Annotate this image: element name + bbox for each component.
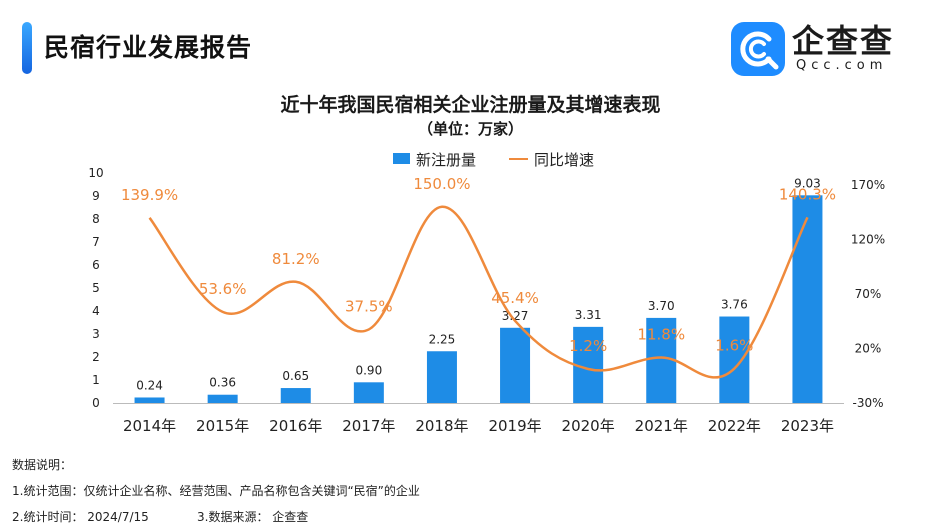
page-title: 民宿行业发展报告	[44, 33, 253, 62]
bar	[353, 382, 384, 403]
growth-line	[148, 205, 809, 379]
growth-value-label: 45.4%	[491, 289, 539, 307]
chart-subtitle: （单位：万家）	[417, 120, 523, 138]
x-axis-tick: 2019年	[488, 417, 541, 435]
x-axis-tick: 2014年	[123, 417, 176, 435]
x-axis-tick: 2023年	[781, 417, 834, 435]
growth-value-label: 53.6%	[199, 280, 247, 298]
bar-value-label: 3.70	[648, 299, 675, 313]
bar	[500, 327, 531, 403]
left-axis-tick: 4	[92, 304, 100, 318]
x-axis-tick: 2020年	[562, 417, 615, 435]
growth-value-label: 140.3%	[779, 185, 836, 203]
bar	[719, 316, 750, 403]
data-notes: 数据说明： 1.统计范围：仅统计企业名称、经营范围、产品名称包含关键词“民宿”的…	[12, 452, 420, 530]
legend-line-label: 同比增速	[534, 151, 595, 169]
legend-line-swatch	[509, 158, 528, 160]
growth-value-label: 81.2%	[272, 250, 320, 268]
bar-value-label: 2.25	[429, 332, 456, 346]
right-axis-tick: 20%	[855, 342, 882, 356]
bar	[792, 195, 823, 403]
bar-value-label: 0.65	[282, 369, 309, 383]
right-axis-tick: 170%	[851, 178, 885, 192]
x-axis-tick: 2022年	[708, 417, 761, 435]
growth-value-label: 37.5%	[345, 297, 393, 315]
bar-value-label: 3.31	[575, 308, 602, 322]
notes-line-3: 3.数据来源： 企查查	[197, 510, 309, 524]
x-axis-tick: 2017年	[342, 417, 395, 435]
logo-text: 企查查	[792, 22, 895, 60]
growth-value-label: 1.6%	[715, 337, 753, 355]
growth-value-label: 139.9%	[121, 186, 178, 204]
bar	[134, 397, 165, 403]
growth-value-label: 150.0%	[413, 175, 470, 193]
legend-bar-swatch	[393, 153, 410, 164]
notes-line-2: 2.统计时间： 2024/7/15	[12, 510, 149, 524]
left-axis-tick: 10	[88, 166, 103, 180]
notes-line-1: 1.统计范围：仅统计企业名称、经营范围、产品名称包含关键词“民宿”的企业	[12, 484, 420, 498]
bar	[646, 317, 677, 403]
left-axis-tick: 0	[92, 396, 100, 410]
bar-value-label: 3.76	[721, 298, 748, 312]
qcc-logo-icon	[731, 22, 785, 76]
left-axis-tick: 8	[92, 212, 100, 226]
right-axis-tick: 70%	[855, 287, 882, 301]
left-axis-tick: 9	[92, 189, 100, 203]
bar	[426, 351, 457, 403]
x-axis-tick: 2016年	[269, 417, 322, 435]
chart-title: 近十年我国民宿相关企业注册量及其增速表现	[280, 94, 661, 116]
left-axis-tick: 7	[92, 235, 100, 249]
bar-value-label: 0.24	[136, 378, 163, 392]
x-axis-tick: 2018年	[415, 417, 468, 435]
right-axis-tick: 120%	[851, 233, 885, 247]
right-axis-tick: -30%	[852, 396, 883, 410]
title-accent-bar	[22, 22, 32, 74]
bar-value-label: 0.90	[355, 363, 382, 377]
bar	[280, 388, 311, 403]
x-axis-tick: 2021年	[635, 417, 688, 435]
left-axis-tick: 5	[92, 281, 100, 295]
growth-value-label: 11.8%	[637, 325, 685, 343]
logo-subtext: Qcc.com	[796, 58, 888, 73]
left-axis-tick: 3	[92, 327, 100, 341]
growth-value-label: 1.2%	[569, 337, 607, 355]
left-axis-tick: 1	[92, 373, 100, 387]
left-axis-tick: 2	[92, 350, 100, 364]
bar-value-label: 0.36	[209, 376, 236, 390]
bar-value-label: 9.03	[794, 176, 821, 190]
legend-bar-label: 新注册量	[416, 151, 477, 169]
bar	[207, 394, 238, 403]
left-axis-tick: 6	[92, 258, 100, 272]
notes-heading: 数据说明：	[12, 458, 73, 472]
x-axis-tick: 2015年	[196, 417, 249, 435]
